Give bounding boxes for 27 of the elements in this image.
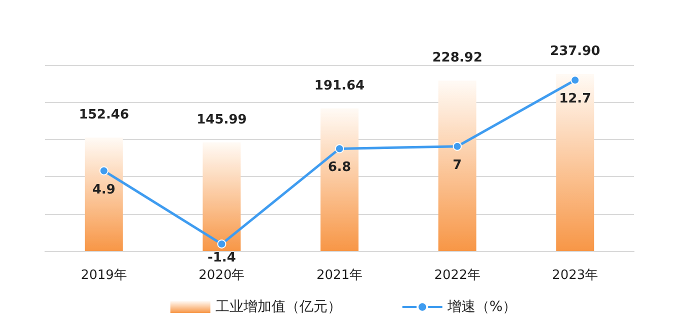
data-label: 228.92: [432, 50, 482, 66]
point: [99, 166, 108, 176]
data-label: 4.9: [92, 182, 116, 198]
bar: [556, 74, 594, 251]
bar: [320, 108, 358, 251]
legend-label: 工业增加值（亿元）: [215, 299, 342, 315]
point: [570, 76, 580, 85]
data-label: 237.90: [550, 44, 600, 59]
data-label: -1.4: [207, 250, 236, 266]
data-label: 7: [452, 158, 462, 173]
data-label: 191.64: [314, 78, 365, 94]
data-label: 12.7: [559, 92, 592, 107]
x-tick-label: 2020年: [198, 268, 245, 283]
data-label: 6.8: [328, 160, 352, 176]
point: [452, 142, 462, 151]
x-tick-label: 2021年: [316, 268, 363, 283]
bar: [438, 80, 476, 251]
bar: [84, 138, 123, 251]
legend-label: 增速（%）: [446, 299, 517, 315]
x-tick-label: 2022年: [434, 268, 480, 283]
bar: [202, 142, 241, 251]
data-label: 152.46: [78, 108, 129, 123]
point: [217, 240, 226, 249]
point: [335, 144, 344, 154]
data-label: 145.99: [196, 112, 247, 128]
x-tick-label: 2019年: [80, 268, 127, 283]
x-tick-label: 2023年: [552, 268, 598, 283]
